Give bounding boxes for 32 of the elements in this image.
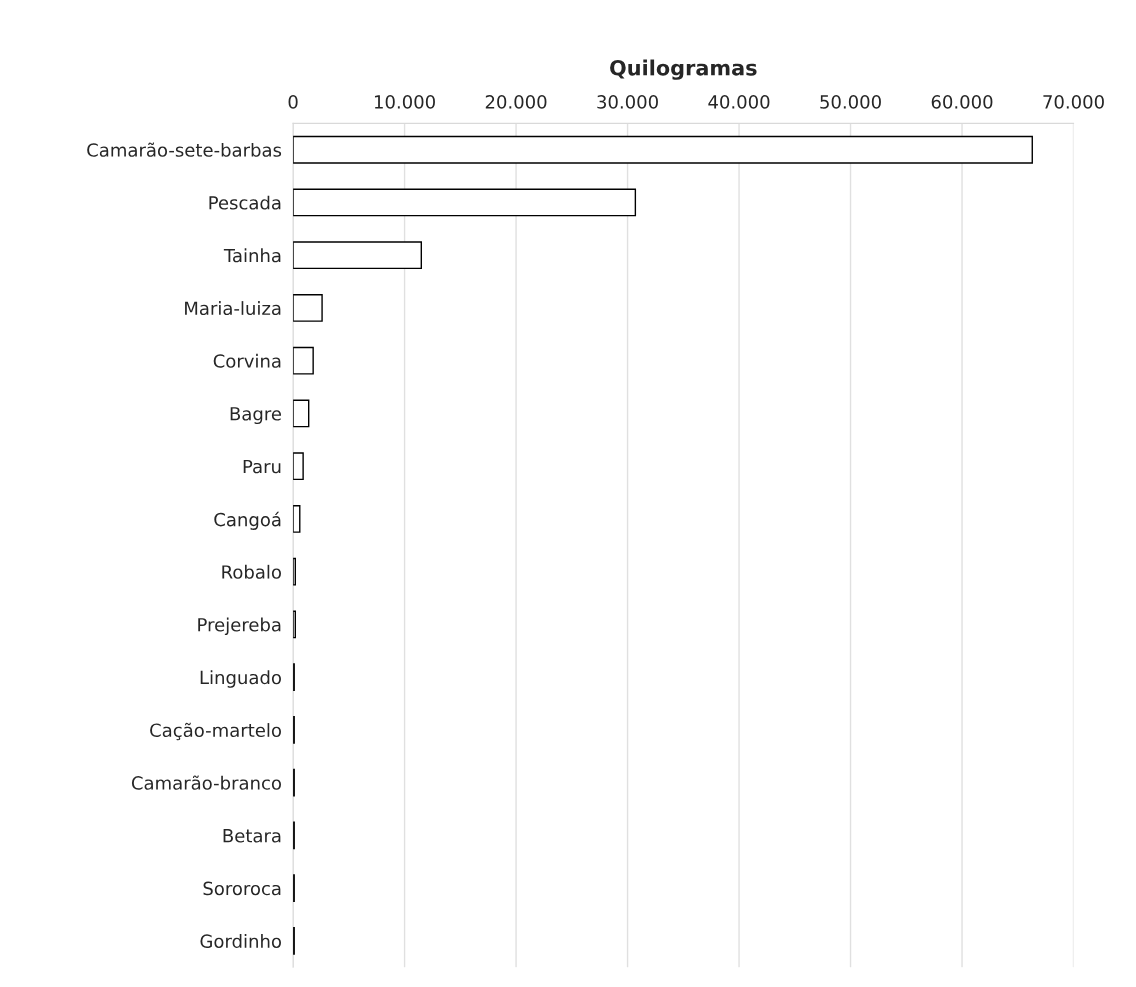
y-tick-label: Tainha: [223, 248, 281, 263]
y-tick-label: Paru: [243, 459, 281, 474]
x-tick-label: 10.000: [374, 95, 435, 109]
y-tick-label: Robalo: [222, 564, 281, 579]
y-tick-label: Camarão-sete-barbas: [87, 142, 282, 157]
bar: [293, 188, 637, 217]
y-tick-label: Sororoca: [203, 881, 281, 896]
y-tick-label: Pescada: [209, 195, 281, 210]
y-tick-label: Betara: [223, 829, 281, 843]
bar: [293, 135, 1033, 164]
bar: [293, 241, 422, 270]
y-tick-label: Maria-luiza: [185, 301, 281, 316]
x-tick-label: 40.000: [708, 95, 770, 109]
bar: [293, 399, 310, 428]
x-tick-label: 0: [288, 95, 298, 109]
bar: [293, 294, 323, 322]
y-tick-label: Linguado: [200, 670, 281, 688]
bar: [293, 452, 304, 481]
x-tick-label: 60.000: [931, 95, 993, 109]
bar: [293, 346, 314, 375]
y-tick-label: Corvina: [213, 353, 281, 368]
y-tick-label: Cação-martelo: [150, 722, 281, 741]
y-tick-label: Cangoá: [214, 511, 281, 530]
y-tick-label: Prejereba: [198, 617, 281, 636]
x-tick-label: 30.000: [597, 95, 658, 109]
x-tick-label: 70.000: [1043, 95, 1104, 109]
x-tick-label: 20.000: [485, 95, 547, 109]
y-tick-label: Gordinho: [200, 934, 281, 949]
y-tick-label: Camarão-branco: [131, 775, 281, 790]
x-axis-title: Quilogramas: [610, 59, 757, 80]
y-tick-label: Bagre: [230, 407, 282, 425]
x-tick-label: 50.000: [820, 95, 881, 109]
